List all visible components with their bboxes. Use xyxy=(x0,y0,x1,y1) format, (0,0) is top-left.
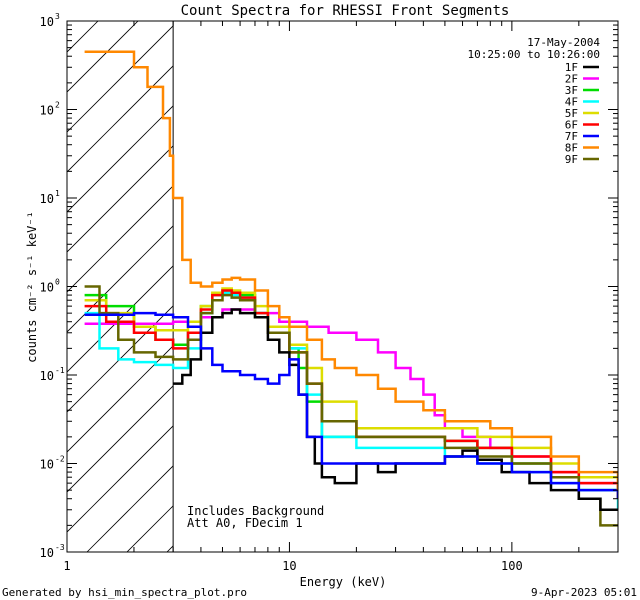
y-axis-label: counts cm⁻² s⁻¹ keV⁻¹ xyxy=(25,211,39,363)
series-line-8F xyxy=(84,50,618,491)
legend-label-3F: 3F xyxy=(565,84,578,97)
y-tick-exponent: 1 xyxy=(55,189,60,198)
y-tick-exponent: -2 xyxy=(55,455,65,464)
legend-label-9F: 9F xyxy=(565,153,578,166)
x-tick-label: 10 xyxy=(282,559,296,573)
y-tick-label: 10 xyxy=(40,281,54,295)
hatch-line xyxy=(607,0,640,552)
series-line-5F xyxy=(84,287,618,491)
hatch-line xyxy=(0,0,147,552)
y-tick-label: 10 xyxy=(40,192,54,206)
hatch-line xyxy=(327,0,640,552)
x-axis-label: Energy (keV) xyxy=(300,575,387,589)
attenuator-note: Att A0, FDecim 1 xyxy=(187,516,303,530)
legend-label-7F: 7F xyxy=(565,130,578,143)
hatch-line xyxy=(67,385,174,493)
hatch-line xyxy=(287,0,640,552)
hatch-line xyxy=(447,0,640,552)
y-tick-label: 10 xyxy=(40,369,54,383)
hatch-line xyxy=(67,425,174,533)
hatch-lines xyxy=(0,0,640,552)
hatch-line xyxy=(67,65,174,173)
hatch-line xyxy=(67,265,174,373)
legend-label-8F: 8F xyxy=(565,142,578,155)
generated-by-label: Generated by hsi_min_spectra_plot.pro xyxy=(2,586,247,599)
hatch-line xyxy=(126,505,174,552)
hatch-line xyxy=(247,0,640,552)
hatch-line xyxy=(67,345,174,453)
time-range-label: 10:25:00 to 10:26:00 xyxy=(468,48,600,61)
hatch-line xyxy=(86,465,174,552)
y-tick-label: 10 xyxy=(40,15,54,29)
legend-label-5F: 5F xyxy=(565,107,578,120)
hatch-line xyxy=(407,0,640,552)
y-tick-exponent: 2 xyxy=(55,101,60,110)
background-note: Includes Background xyxy=(187,504,324,518)
y-tick-label: 10 xyxy=(40,546,54,560)
series-line-2F xyxy=(84,308,618,499)
chart-title: Count Spectra for RHESSI Front Segments xyxy=(181,3,510,19)
series-layer xyxy=(84,50,618,527)
hatch-line xyxy=(67,225,174,333)
series-line-7F xyxy=(84,311,618,499)
hatch-line xyxy=(527,0,640,552)
y-tick-exponent: -1 xyxy=(55,366,65,375)
series-line-6F xyxy=(84,289,618,499)
hatch-line xyxy=(367,0,640,552)
x-tick-label: 100 xyxy=(501,559,523,573)
date-label: 17-May-2004 xyxy=(527,36,600,49)
y-tick-label: 10 xyxy=(40,104,54,118)
x-tick-label: 1 xyxy=(63,559,70,573)
y-tick-label: 10 xyxy=(40,458,54,472)
hatch-line xyxy=(67,145,174,253)
legend-label-6F: 6F xyxy=(565,119,578,132)
hatched-region xyxy=(0,0,640,552)
series-line-1F xyxy=(173,308,618,512)
hatch-line xyxy=(67,185,174,293)
legend-label-4F: 4F xyxy=(565,96,578,109)
legend-label-2F: 2F xyxy=(565,73,578,86)
hatch-line xyxy=(67,105,174,213)
axis-ticks xyxy=(66,20,619,553)
x-tick-labels: 1 10 100 xyxy=(63,559,522,573)
y-tick-exponent: -3 xyxy=(55,543,65,552)
hatch-line xyxy=(67,305,174,413)
y-tick-exponent: 3 xyxy=(55,12,60,21)
legend-label-1F: 1F xyxy=(565,61,578,74)
generated-date-label: 9-Apr-2023 05:01 xyxy=(531,586,637,599)
series-line-9F xyxy=(84,285,618,527)
y-tick-exponent: 0 xyxy=(55,278,60,287)
